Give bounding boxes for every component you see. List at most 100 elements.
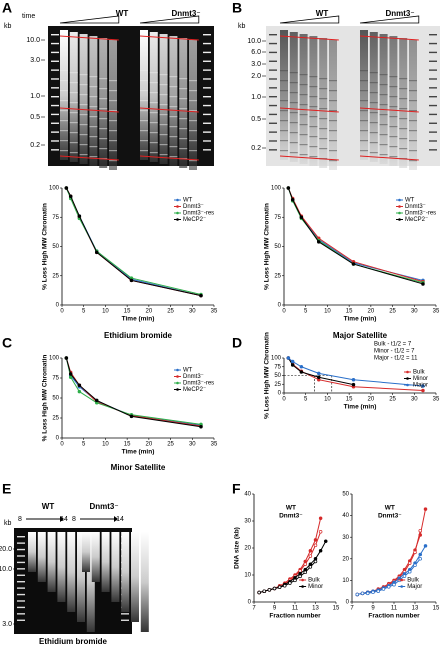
data-point	[303, 570, 308, 575]
lane-band	[79, 144, 88, 146]
lane-band	[79, 154, 88, 156]
lane-band	[289, 122, 298, 124]
time-wedge	[279, 15, 340, 24]
lane-band	[280, 80, 288, 82]
ladder-band	[121, 619, 129, 621]
lane-band	[169, 146, 178, 148]
marker-label: 0.2	[251, 145, 261, 152]
lane-smear	[140, 30, 148, 160]
lane-smear	[159, 34, 168, 164]
lane-band	[169, 86, 178, 88]
lane-band	[389, 86, 398, 88]
data-point	[313, 543, 318, 548]
x-axis-label: Fraction number	[269, 613, 321, 620]
ladder-band	[429, 149, 437, 151]
y-tick-label: 25	[52, 273, 59, 279]
ladder-band	[429, 34, 437, 36]
ladder-band	[17, 613, 25, 615]
data-point	[351, 382, 356, 387]
lane-band	[360, 90, 368, 92]
y-axis-label: % Loss High MW Chromatin	[264, 203, 271, 290]
data-point	[68, 372, 73, 376]
group-label: WT	[116, 9, 129, 18]
lane-band	[309, 86, 318, 88]
x-axis-label: Time (min)	[122, 449, 155, 456]
legend-marker	[176, 198, 179, 202]
data-point	[418, 528, 423, 533]
ladder-band	[51, 140, 59, 142]
lane-band	[189, 150, 197, 152]
lane-band	[369, 92, 378, 94]
chart: 0 25 50 75 100 0 5 10 15 20 25 30 35 Time (min) % Loss…	[264, 332, 440, 419]
ladder-band	[17, 619, 25, 621]
x-tick-label: 5	[82, 442, 86, 448]
legend-label: Bulk	[413, 370, 426, 376]
lane-band	[169, 116, 178, 118]
lane-smear	[309, 36, 318, 166]
panel-label: C	[2, 335, 12, 351]
ladder-band	[17, 587, 25, 589]
data-point	[408, 570, 412, 574]
legend-label: Dnmt3⁻-res	[183, 211, 214, 217]
ladder-band	[269, 96, 277, 98]
lane-band	[79, 104, 88, 106]
chart-caption: Ethidium bromide	[104, 331, 173, 340]
annotation-line	[59, 35, 119, 41]
data-point	[77, 389, 82, 394]
x-tick-label: 9	[273, 606, 277, 612]
data-point	[286, 356, 291, 360]
ladder-band	[269, 113, 277, 116]
y-tick-label: 50	[274, 244, 281, 250]
x-tick-label: 35	[433, 309, 440, 315]
data-point	[77, 214, 82, 218]
lane-band	[360, 120, 368, 122]
lane-smear	[67, 532, 76, 612]
group-label: WT	[42, 502, 55, 511]
x-tick-label: 25	[389, 397, 396, 403]
x-tick-label: 10	[102, 442, 109, 448]
lane-band	[399, 78, 408, 80]
lane-band	[69, 82, 78, 84]
marker-label: 3.0	[30, 57, 40, 64]
ladder-band	[269, 104, 277, 107]
data-point	[351, 262, 356, 266]
annotation-line	[59, 107, 119, 113]
lane-band	[79, 124, 88, 126]
lane-band	[140, 110, 148, 112]
lane-band	[329, 120, 337, 122]
y-tick-label: 30	[244, 519, 251, 525]
x-tick-label: 35	[211, 309, 218, 315]
lane-band	[319, 118, 328, 120]
lane-band	[109, 120, 117, 122]
lane-band	[409, 150, 417, 152]
lane-smear	[47, 532, 56, 592]
lane-band	[99, 78, 108, 80]
lane-band	[179, 128, 188, 130]
lane-band	[299, 144, 308, 146]
lane-band	[140, 140, 148, 142]
data-point	[64, 186, 69, 190]
data-point	[286, 186, 291, 190]
lane-band	[89, 96, 98, 98]
arrow-head	[60, 516, 64, 522]
ladder-band	[51, 69, 59, 71]
annotation-line	[279, 155, 339, 161]
y-axis-label: % Loss High MW Chromatin	[42, 203, 49, 290]
lane-band	[389, 136, 398, 138]
lane-band	[189, 160, 197, 162]
lane-band	[280, 90, 288, 92]
lane-band	[89, 76, 98, 78]
lane-band	[399, 98, 408, 100]
y-tick-label: 0	[346, 600, 350, 606]
ladder-band	[203, 122, 211, 124]
lane-band	[309, 76, 318, 78]
legend-label: WT	[183, 198, 193, 204]
lane-band	[309, 156, 318, 158]
lane-band	[189, 80, 197, 82]
legend-label: WT	[183, 368, 193, 374]
annotation-line	[279, 107, 339, 113]
y-tick-label: 75	[52, 376, 59, 382]
data-point	[199, 425, 203, 429]
lane-band	[299, 74, 308, 76]
data-point	[290, 363, 295, 367]
